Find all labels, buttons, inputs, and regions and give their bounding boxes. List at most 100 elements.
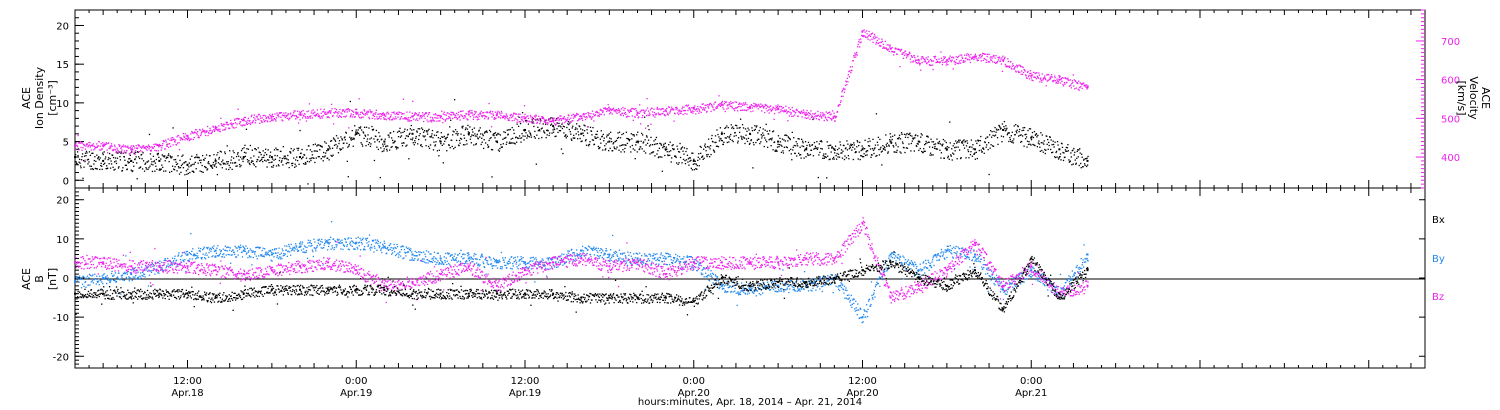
data-sample-right: [312, 109, 315, 111]
data-sample-right: [319, 117, 321, 119]
data-sample-left: [837, 153, 840, 156]
data-sample-left: [162, 166, 164, 169]
data-sample-right: [385, 115, 387, 118]
data-sample-left: [616, 146, 618, 148]
data-sample-right: [726, 108, 728, 110]
data-sample-left: [751, 127, 753, 129]
data-sample-right: [221, 125, 223, 127]
data-sample-left: [298, 163, 300, 165]
data-sample-By: [175, 259, 178, 261]
data-sample-right: [901, 53, 904, 55]
data-sample-left: [454, 146, 456, 148]
data-sample-left: [1037, 142, 1040, 144]
data-sample-left: [675, 156, 677, 159]
data-sample-left: [1046, 135, 1048, 137]
data-sample-By: [116, 277, 118, 279]
data-sample-right: [399, 118, 401, 121]
data-sample-left: [1070, 152, 1072, 154]
data-sample-left: [669, 154, 671, 157]
data-sample-left: [386, 148, 388, 151]
data-sample-right: [709, 102, 712, 105]
data-sample-left: [623, 144, 625, 146]
data-sample-left: [181, 163, 184, 165]
data-sample-left: [194, 161, 196, 164]
data-sample-left: [311, 154, 314, 156]
data-sample-right: [368, 116, 370, 119]
data-sample-left: [904, 136, 907, 138]
data-sample-left: [109, 157, 111, 160]
data-sample-left: [1053, 156, 1056, 158]
data-sample-right: [336, 115, 338, 117]
data-sample-left: [218, 156, 221, 159]
data-sample-left: [1066, 150, 1068, 152]
data-sample-right: [609, 112, 611, 115]
data-sample-right: [394, 116, 397, 118]
data-sample-left: [963, 139, 965, 141]
data-sample-right: [655, 114, 657, 116]
data-point-By: [1030, 269, 1033, 272]
data-sample-right: [965, 54, 968, 57]
data-sample-right: [1001, 57, 1003, 59]
data-sample-left: [408, 133, 411, 136]
data-sample-left: [562, 125, 565, 127]
data-sample-right: [759, 106, 761, 108]
data-sample-left: [142, 160, 145, 162]
data-sample-right: [83, 144, 85, 146]
data-sample-right: [519, 113, 521, 115]
data-sample-right: [810, 116, 813, 119]
data-sample-right: [321, 117, 323, 119]
data-sample-right: [457, 111, 460, 114]
data-sample-right: [587, 114, 590, 116]
data-sample-left: [733, 135, 735, 137]
data-sample-left: [432, 149, 435, 151]
data-sample-left: [963, 147, 966, 149]
data-sample-left: [148, 133, 151, 136]
data-sample-left: [330, 140, 333, 142]
data-sample-right: [139, 149, 142, 152]
data-sample-right: [234, 118, 236, 120]
data-sample-By: [148, 269, 150, 271]
data-sample-right: [114, 149, 117, 151]
data-sample-left: [191, 155, 193, 157]
data-sample-left: [504, 131, 506, 134]
data-sample-right: [272, 119, 274, 122]
data-sample-left: [1044, 152, 1046, 155]
data-sample-left: [988, 173, 990, 176]
data-sample-left: [639, 148, 641, 150]
data-sample-right: [980, 60, 982, 62]
data-sample-right: [387, 117, 389, 119]
data-sample-right: [107, 142, 110, 144]
data-sample-right: [434, 117, 436, 119]
data-sample-left: [339, 149, 342, 151]
data-sample-left: [816, 148, 819, 151]
data-point-By: [1002, 288, 1005, 291]
data-sample-left: [168, 160, 170, 163]
data-sample-right: [1074, 88, 1076, 90]
data-sample-left: [821, 141, 823, 143]
data-sample-right: [403, 112, 405, 115]
data-sample-left: [986, 144, 988, 146]
data-sample-left: [486, 131, 488, 134]
data-sample-left: [500, 143, 502, 146]
data-sample-right: [734, 109, 736, 112]
data-sample-right: [1016, 64, 1018, 66]
data-sample-left: [234, 161, 237, 164]
data-sample-left: [838, 147, 840, 149]
data-sample-left: [1068, 159, 1070, 161]
data-sample-left: [126, 168, 128, 170]
data-sample-right: [170, 137, 172, 139]
data-sample-left: [441, 144, 443, 147]
data-sample-left: [156, 168, 158, 171]
data-sample-By: [75, 279, 77, 281]
data-sample-left: [553, 127, 555, 129]
data-sample-right: [171, 136, 174, 139]
data-sample-right: [782, 106, 785, 109]
data-sample-left: [605, 143, 607, 145]
data-sample-left: [517, 125, 520, 128]
data-sample-right: [76, 145, 79, 148]
data-sample-right: [201, 128, 204, 130]
data-sample-right: [188, 137, 190, 139]
data-sample-right: [881, 40, 883, 43]
data-sample-right: [317, 112, 319, 115]
data-sample-left: [441, 136, 443, 138]
